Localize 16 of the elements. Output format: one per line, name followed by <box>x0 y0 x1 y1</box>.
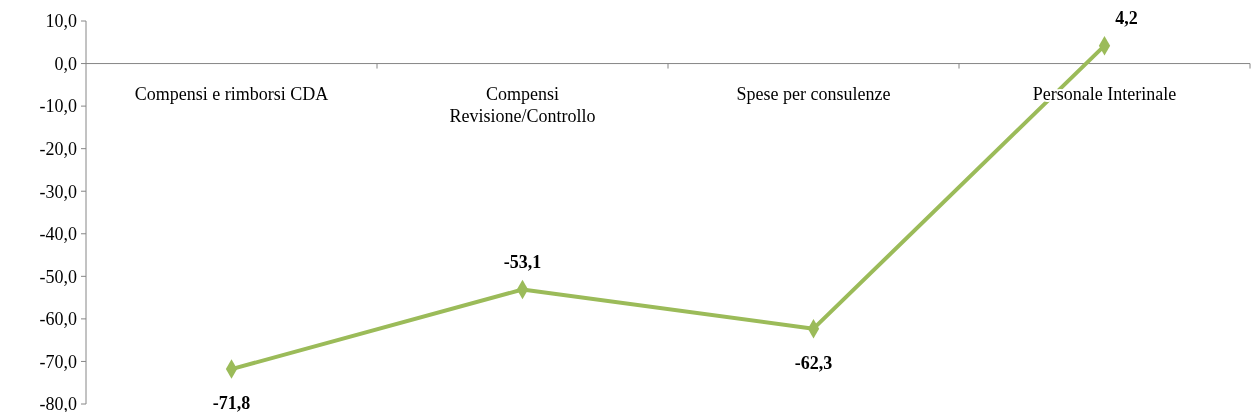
data-label: -53,1 <box>503 251 542 272</box>
data-label: 4,2 <box>1115 7 1138 28</box>
x-tick-label: Compensi Revisione/Controllo <box>449 83 596 126</box>
y-tick-label: 0,0 <box>54 53 77 74</box>
data-label: -71,8 <box>212 393 251 412</box>
y-tick-label: -30,0 <box>39 181 77 202</box>
y-tick-label: 10,0 <box>45 11 77 32</box>
x-tick-label: Spese per consulenze <box>736 83 891 104</box>
x-tick-label: Compensi e rimborsi CDA <box>134 83 329 104</box>
y-tick-label: -10,0 <box>39 96 77 117</box>
data-label: -62,3 <box>794 352 833 373</box>
y-tick-label: -70,0 <box>39 351 77 372</box>
y-tick-label: -60,0 <box>39 309 77 330</box>
y-tick-label: -40,0 <box>39 224 77 245</box>
y-tick-label: -20,0 <box>39 138 77 159</box>
y-tick-label: -50,0 <box>39 266 77 287</box>
